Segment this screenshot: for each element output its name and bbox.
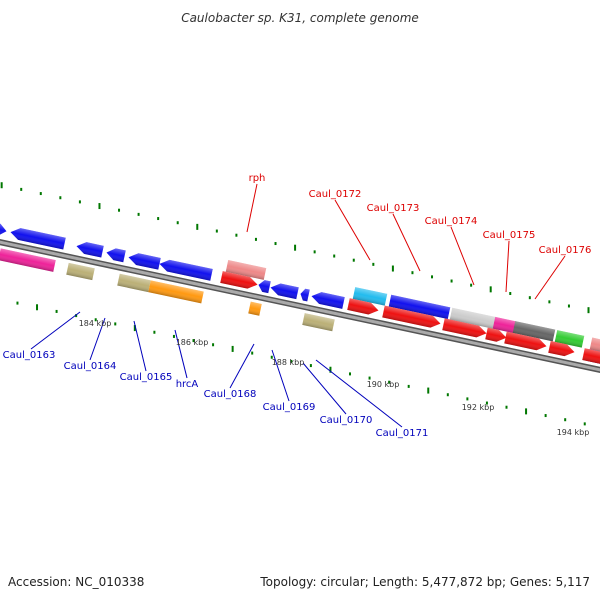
connector-rph	[246, 183, 258, 233]
gene-label-caul-0170[interactable]: Caul_0170	[320, 415, 373, 426]
gene-orange-1[interactable]	[248, 301, 262, 316]
gene-label-caul-0163[interactable]: Caul_0163	[3, 350, 56, 361]
gene-orange-0[interactable]	[148, 280, 204, 304]
gene-red-6[interactable]	[582, 348, 600, 366]
scale-label-190: 190 kbp	[367, 380, 400, 389]
gene-label-caul-0173[interactable]: Caul_0173	[367, 203, 420, 214]
gene-red-5[interactable]	[548, 340, 575, 358]
gene-blue-4[interactable]	[127, 251, 161, 270]
gene-red-1[interactable]	[382, 305, 441, 330]
gene-features	[0, 221, 600, 366]
connector-caul-0170	[302, 362, 347, 415]
gene-blue-1[interactable]	[9, 226, 66, 250]
gene-lightgray-0174[interactable]	[449, 307, 497, 329]
scale-label-194: 194 kbp	[557, 428, 590, 437]
connector-caul-0176	[534, 255, 566, 300]
gene-label-caul-0169[interactable]: Caul_0169	[263, 402, 316, 413]
gene-label-hrca[interactable]: hrcA	[176, 379, 199, 390]
connector-caul-0163	[30, 311, 81, 350]
label-connectors	[30, 183, 566, 428]
gene-label-caul-0175[interactable]: Caul_0175	[483, 230, 536, 241]
gene-blue-9[interactable]	[310, 290, 345, 309]
gene-blue-3[interactable]	[105, 247, 126, 263]
connector-caul-0175	[505, 240, 510, 293]
gene-red-2[interactable]	[442, 318, 487, 339]
gene-blue-5[interactable]	[158, 258, 213, 281]
scale-label-184: 184 kbp	[79, 319, 112, 328]
gene-label-caul-0168[interactable]: Caul_0168	[204, 389, 257, 400]
gene-khaki-0[interactable]	[66, 262, 95, 281]
gene-red-4[interactable]	[504, 331, 547, 352]
gene-salmon-rph[interactable]	[225, 260, 267, 280]
connector-caul-0168	[229, 343, 255, 389]
gene-label-caul-0165[interactable]: Caul_0165	[120, 372, 173, 383]
map-title: Caulobacter sp. K31, complete genome	[181, 11, 419, 25]
connector-caul-0164	[89, 317, 106, 361]
gene-label-caul-0171[interactable]: Caul_0171	[376, 428, 429, 439]
connector-caul-0169	[271, 349, 290, 402]
reverse-gene-labels: Caul_0163 Caul_0164 Caul_0165 hrcA Caul_…	[3, 350, 429, 439]
gene-khaki-2[interactable]	[302, 313, 335, 332]
gene-khaki-1[interactable]	[117, 273, 151, 293]
gene-blue-7[interactable]	[269, 282, 299, 300]
gene-red-3[interactable]	[485, 327, 507, 344]
connector-caul-0165	[133, 320, 147, 372]
gene-green-0[interactable]	[554, 330, 585, 348]
gene-label-caul-0176[interactable]: Caul_0176	[539, 245, 592, 256]
gene-darkgray-0176[interactable]	[512, 321, 556, 342]
scale-labels: 184 kbp 186 kbp 188 kbp 190 kbp 192 kbp …	[79, 319, 590, 437]
connector-caul-0174	[450, 226, 475, 286]
gene-blue-0[interactable]	[0, 221, 8, 237]
scale-label-186: 186 kbp	[176, 338, 209, 347]
gene-pink-0[interactable]	[0, 248, 56, 272]
accession-text: Accession: NC_010338	[8, 575, 144, 589]
gene-blue-0173[interactable]	[388, 294, 451, 320]
gene-label-caul-0172[interactable]: Caul_0172	[309, 189, 362, 200]
genome-summary-text: Topology: circular; Length: 5,477,872 bp…	[259, 575, 590, 589]
gene-red-0[interactable]	[347, 298, 379, 316]
gene-cyan-0172[interactable]	[352, 287, 388, 306]
gene-blue-2[interactable]	[75, 240, 104, 258]
gene-label-caul-0174[interactable]: Caul_0174	[425, 216, 478, 227]
genome-backbone	[0, 239, 600, 373]
scale-label-188: 188 kbp	[272, 358, 305, 367]
gene-pink-0175[interactable]	[492, 316, 518, 334]
gene-red-rph[interactable]	[220, 271, 258, 290]
connector-caul-0171	[315, 359, 403, 428]
forward-gene-labels: rph Caul_0172 Caul_0173 Caul_0174 Caul_0…	[249, 173, 592, 256]
gene-label-rph[interactable]: rph	[249, 173, 266, 184]
connector-hrca	[174, 329, 188, 379]
connector-caul-0173	[392, 213, 421, 272]
gene-blue-8[interactable]	[299, 288, 310, 302]
scale-ticks	[0, 182, 590, 426]
gene-blue-6[interactable]	[257, 279, 271, 294]
gene-salmon-1[interactable]	[589, 337, 600, 354]
gene-label-caul-0164[interactable]: Caul_0164	[64, 361, 117, 372]
scale-label-192: 192 kbp	[462, 403, 495, 412]
connector-caul-0172	[334, 199, 371, 261]
